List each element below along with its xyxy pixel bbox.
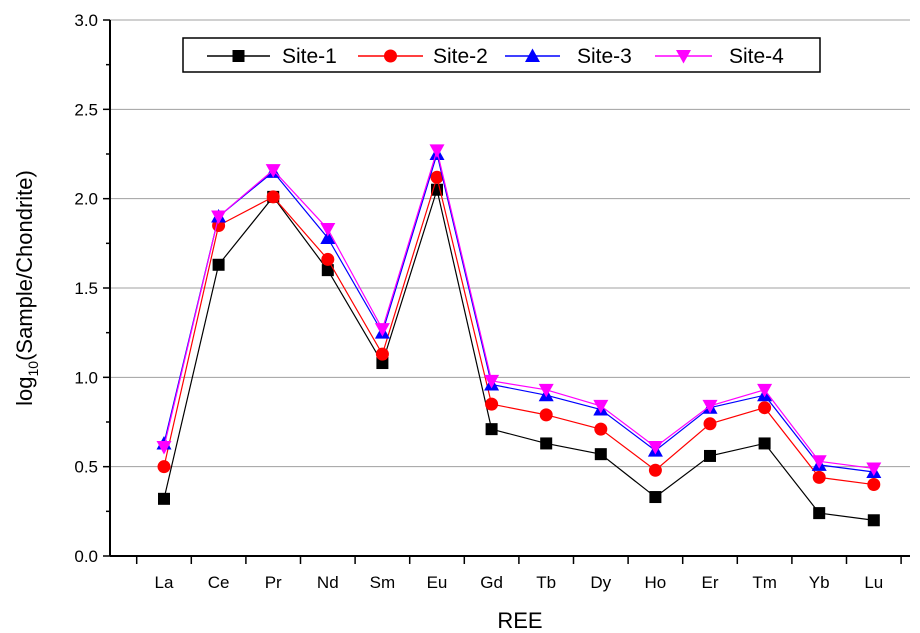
x-tick-label: Tm	[752, 573, 777, 592]
gridlines	[110, 19, 910, 468]
x-tick-label: La	[155, 573, 174, 592]
data-point	[321, 264, 334, 277]
data-point	[539, 408, 553, 422]
data-point	[485, 423, 498, 436]
data-point	[867, 514, 880, 527]
x-axis-title: REE	[497, 608, 542, 633]
legend-marker	[384, 49, 397, 63]
legend-entry-2: Site-2	[358, 45, 488, 68]
data-point	[212, 258, 225, 271]
y-tick-label: 0.5	[74, 458, 98, 477]
data-point	[266, 190, 280, 204]
legend: Site-1 Site-2 Site-3 Site-4	[182, 37, 821, 73]
x-tick-label: Tb	[536, 573, 556, 592]
y-axis-title-main: log	[12, 376, 37, 405]
data-point	[811, 455, 827, 469]
data-point	[594, 448, 607, 461]
y-tick-label: 2.5	[74, 100, 98, 119]
legend-label: Site-1	[282, 45, 337, 68]
y-tick-label: 1.5	[74, 279, 98, 298]
legend-label: Site-2	[433, 45, 488, 68]
y-tick-label: 1.0	[74, 368, 98, 387]
data-point	[704, 449, 716, 462]
x-axis-ticks: La Ce Pr Nd Sm Eu Gd Tb Dy Ho Er Tm Yb Lu	[135, 556, 902, 592]
data-point	[757, 383, 773, 398]
data-point	[211, 210, 227, 225]
y-tick-label: 0.0	[74, 547, 98, 566]
data-point	[320, 230, 336, 244]
legend-box	[182, 37, 821, 73]
x-tick-label: Ho	[645, 573, 667, 592]
series-4	[156, 144, 882, 476]
legend-entry-4: Site-4	[655, 45, 784, 68]
x-tick-label: Er	[702, 573, 719, 592]
data-point	[649, 491, 662, 504]
data-point	[540, 437, 553, 450]
data-point	[430, 170, 444, 184]
series-3	[156, 146, 882, 479]
legend-marker	[676, 50, 691, 64]
data-point	[485, 397, 499, 411]
data-point	[538, 383, 554, 398]
legend-label: Site-3	[577, 45, 632, 68]
y-axis-title-rest: (Sample/Chondrite)	[12, 170, 37, 361]
data-point	[484, 374, 500, 389]
y-axis-ticks: 0.0 0.5 1.0 1.5 2.0 2.5 3.0	[74, 11, 110, 566]
data-point	[321, 252, 335, 266]
data-point	[648, 463, 662, 477]
data-point	[866, 462, 882, 476]
data-point	[320, 223, 336, 237]
data-point	[702, 399, 718, 414]
series-line	[163, 151, 874, 473]
data-point	[812, 470, 826, 484]
data-point	[703, 417, 717, 431]
y-tick-label: 3.0	[74, 11, 98, 30]
data-point	[157, 460, 171, 474]
data-point	[867, 478, 881, 492]
legend-marker	[525, 48, 540, 62]
legend-marker	[232, 50, 245, 62]
data-point	[594, 422, 608, 436]
data-point	[429, 144, 445, 158]
data-point	[813, 507, 826, 520]
x-tick-label: Yb	[809, 573, 830, 592]
series-line	[163, 187, 874, 521]
data-point	[758, 437, 771, 450]
data-point	[158, 492, 170, 505]
legend-entry-3: Site-3	[505, 45, 632, 68]
data-point	[758, 401, 772, 415]
x-tick-label: Pr	[265, 573, 282, 592]
data-point	[647, 441, 663, 455]
x-tick-label: Ce	[208, 573, 230, 592]
x-tick-label: Nd	[317, 573, 339, 592]
data-point	[593, 399, 609, 414]
data-point	[156, 441, 172, 455]
axes	[109, 20, 910, 557]
x-tick-label: Dy	[590, 573, 611, 592]
x-tick-label: Eu	[427, 573, 448, 592]
x-tick-label: Gd	[480, 573, 503, 592]
legend-label: Site-4	[729, 45, 784, 68]
data-point	[375, 347, 389, 361]
data-point	[374, 323, 390, 337]
data-point	[265, 164, 281, 178]
series-line	[163, 174, 874, 486]
data-point	[376, 357, 389, 370]
y-axis-title-subscript: 10	[25, 361, 41, 377]
x-tick-label: Sm	[370, 573, 396, 592]
series-group	[156, 144, 882, 527]
series-2	[157, 170, 881, 492]
x-tick-label: Lu	[864, 573, 883, 592]
series-1	[158, 183, 880, 527]
legend-entry-1: Site-1	[207, 45, 337, 68]
series-line	[163, 148, 874, 470]
y-tick-label: 2.0	[74, 190, 98, 209]
y-axis-title: log10(Sample/Chondrite)	[12, 170, 41, 406]
